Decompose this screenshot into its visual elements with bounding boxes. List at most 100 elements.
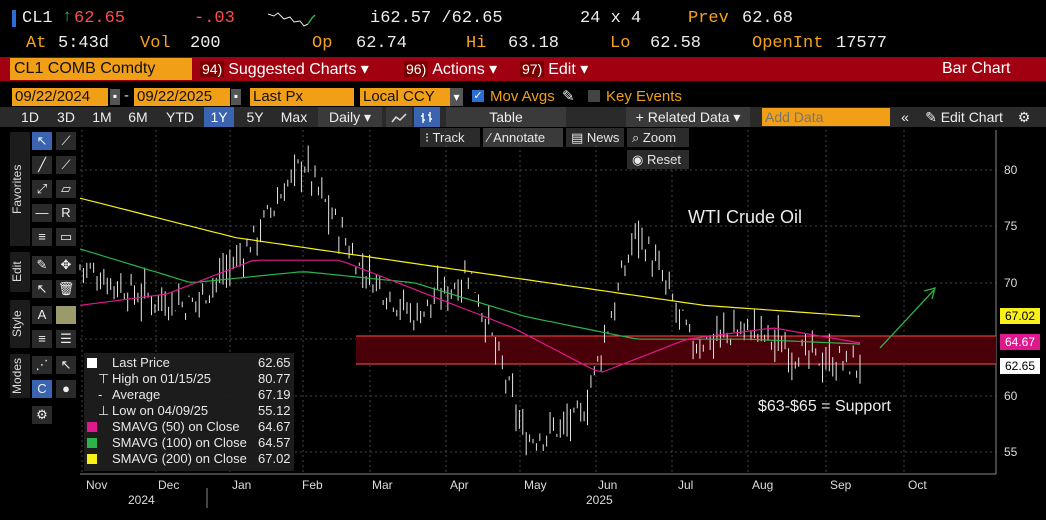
start-date-field[interactable]: 09/22/2024 bbox=[12, 88, 108, 106]
trend-arrow-head bbox=[923, 287, 936, 300]
price-change: -.03 bbox=[194, 9, 235, 28]
x-tick-sep: Sep bbox=[830, 478, 852, 492]
suggested-charts-number: 94) bbox=[200, 61, 225, 77]
legend-high-icon: ⊤ bbox=[98, 371, 110, 386]
last-price-tag: 62.65 bbox=[1000, 358, 1040, 374]
edit-chart-button[interactable]: ✎ Edit Chart bbox=[918, 107, 1010, 127]
legend-value-sma200: 67.02 bbox=[258, 451, 291, 466]
support-band bbox=[356, 336, 996, 364]
edit-tab[interactable]: Edit bbox=[10, 252, 30, 292]
legend-swatch-sma100 bbox=[87, 438, 97, 448]
text-tool-icon[interactable]: R bbox=[56, 204, 76, 222]
news-button[interactable]: ▤ News bbox=[566, 128, 624, 147]
currency-select[interactable]: Local CCY bbox=[360, 88, 450, 106]
ticker-symbol: CL1 bbox=[22, 9, 53, 28]
sma50-line bbox=[79, 259, 861, 373]
range-max[interactable]: Max bbox=[280, 109, 308, 125]
crosshair-icon[interactable]: ⋰ bbox=[32, 356, 52, 374]
sparkline-icon bbox=[267, 12, 316, 27]
range-3d[interactable]: 3D bbox=[57, 109, 75, 125]
security-field[interactable] bbox=[10, 58, 192, 80]
prev-value: 62.68 bbox=[742, 9, 794, 28]
legend-panel bbox=[84, 353, 294, 471]
suggested-charts-menu[interactable]: 94) Suggested Charts ▾ bbox=[200, 57, 369, 81]
track-label: Track bbox=[432, 130, 465, 145]
ray-icon[interactable]: ⟋ bbox=[56, 156, 76, 174]
high-label: Hi bbox=[466, 34, 487, 53]
news-icon: ▤ bbox=[571, 130, 587, 145]
cursor-icon[interactable]: ↖ bbox=[32, 132, 52, 150]
legend-label-low: Low on 04/09/25 bbox=[112, 403, 209, 418]
range-6m[interactable]: 6M bbox=[128, 109, 148, 125]
channel-icon[interactable]: ▱ bbox=[56, 180, 76, 198]
legend-label-sma200: SMAVG (200) on Close bbox=[112, 451, 247, 466]
reset-icon: ◉ bbox=[632, 152, 647, 167]
cycle-icon[interactable]: C bbox=[32, 380, 52, 398]
font-icon[interactable]: A bbox=[32, 306, 52, 324]
track-button[interactable]: ⁝ Track bbox=[420, 128, 480, 147]
mov-avgs-checkbox[interactable]: ✓ bbox=[472, 90, 484, 102]
tools-gear-icon[interactable]: ⚙ bbox=[32, 406, 52, 424]
currency-dropdown-icon[interactable]: ▾ bbox=[450, 88, 463, 106]
price-field-select[interactable]: Last Px bbox=[250, 88, 354, 106]
trash-icon[interactable]: 🗑 bbox=[56, 280, 76, 298]
settings-gear-icon[interactable]: ⚙ bbox=[1017, 109, 1031, 125]
draw-tool-icon[interactable]: ⟋ bbox=[56, 132, 76, 150]
related-data-button[interactable]: + Related Data ▾ bbox=[626, 107, 750, 127]
rectangle-icon[interactable]: ▭ bbox=[56, 228, 76, 246]
range-ytd[interactable]: YTD bbox=[166, 109, 194, 125]
table-button[interactable]: Table bbox=[446, 107, 566, 127]
segment-icon[interactable]: ⤢ bbox=[32, 180, 52, 198]
favorites-tab[interactable]: Favorites bbox=[10, 132, 30, 246]
x-tick-apr: Apr bbox=[450, 478, 469, 492]
style-tab[interactable]: Style bbox=[10, 300, 30, 348]
sma200-line bbox=[79, 197, 861, 317]
add-data-input[interactable] bbox=[762, 108, 890, 126]
palette-icon[interactable]: ● bbox=[56, 380, 76, 398]
bid-ask: i62.57 /62.65 bbox=[370, 9, 503, 28]
annotate-button[interactable]: ∕ Annotate bbox=[483, 128, 563, 147]
fib-icon[interactable]: ≡ bbox=[32, 228, 52, 246]
pen-icon[interactable]: ✎ bbox=[32, 256, 52, 274]
legend-low-icon: ⊥ bbox=[98, 403, 110, 418]
range-1m[interactable]: 1M bbox=[92, 109, 112, 125]
range-5y[interactable]: 5Y bbox=[246, 109, 264, 125]
annotate-label: Annotate bbox=[493, 130, 546, 145]
low-value: 62.58 bbox=[650, 34, 702, 53]
range-1y[interactable]: 1Y bbox=[204, 107, 234, 127]
modes-tab[interactable]: Modes bbox=[10, 354, 30, 398]
pencil-icon[interactable]: ✎ bbox=[562, 88, 575, 105]
start-calendar-icon[interactable]: ▪ bbox=[110, 89, 120, 105]
zoom-button[interactable]: ⌕ Zoom bbox=[627, 128, 689, 147]
hline-icon[interactable]: — bbox=[32, 204, 52, 222]
edit-chart-label: Edit Chart bbox=[940, 109, 1003, 125]
collapse-icon[interactable]: « bbox=[901, 109, 909, 125]
legend-value-sma50: 64.67 bbox=[258, 419, 291, 434]
support-annotation: $63-$65 = Support bbox=[758, 398, 891, 415]
pointer-icon[interactable]: ↖ bbox=[56, 356, 76, 374]
line-chart-icon[interactable] bbox=[386, 107, 412, 127]
prev-label: Prev bbox=[688, 9, 729, 28]
at-label: At bbox=[26, 34, 47, 53]
end-date-field[interactable]: 09/22/2025 bbox=[134, 88, 230, 106]
edit-menu[interactable]: 97) Edit ▾ bbox=[520, 57, 588, 81]
key-events-checkbox[interactable] bbox=[588, 90, 600, 102]
range-1d[interactable]: 1D bbox=[21, 109, 39, 125]
select-icon[interactable]: ↖ bbox=[32, 280, 52, 298]
trendline-icon[interactable]: ╱ bbox=[32, 156, 52, 174]
line-style-icon[interactable]: ≡ bbox=[32, 330, 52, 348]
x-year-2025: 2025 bbox=[586, 493, 613, 507]
color-swatch-icon[interactable] bbox=[56, 306, 76, 324]
open-label: Op bbox=[312, 34, 333, 53]
sma200-price-tag: 67.02 bbox=[1000, 308, 1040, 324]
end-calendar-icon[interactable]: ▪ bbox=[231, 89, 241, 105]
legend-label-last: Last Price bbox=[112, 355, 170, 370]
bar-chart-icon[interactable] bbox=[414, 107, 440, 127]
line-width-icon[interactable]: ☰ bbox=[56, 330, 76, 348]
sma100-line bbox=[79, 248, 861, 345]
x-tick-nov: Nov bbox=[86, 478, 108, 492]
move-icon[interactable]: ✥ bbox=[56, 256, 76, 274]
actions-menu[interactable]: 96) Actions ▾ bbox=[404, 57, 497, 81]
period-select[interactable]: Daily ▾ bbox=[318, 107, 382, 127]
